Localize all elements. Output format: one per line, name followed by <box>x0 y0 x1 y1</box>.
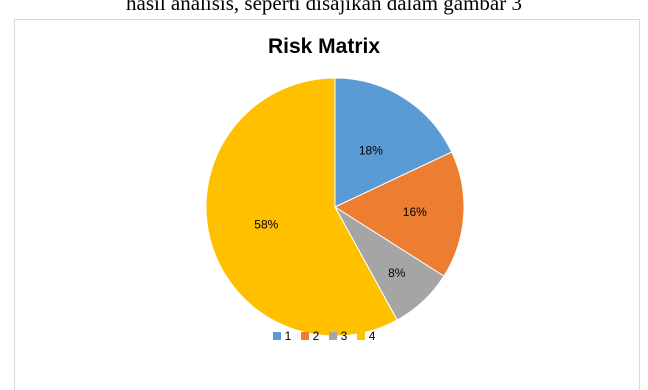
legend-swatch-2 <box>300 332 309 340</box>
legend-item-3: 3 <box>328 329 348 343</box>
legend-item-1: 1 <box>272 329 292 343</box>
chart-title: Risk Matrix <box>267 35 381 58</box>
pie-slice-1 <box>334 77 453 208</box>
pie-slice-2 <box>333 151 465 277</box>
legend-label-1: 1 <box>284 329 292 343</box>
legend-swatch-4 <box>356 332 365 340</box>
legend-item-4: 4 <box>356 329 376 343</box>
legend-swatch-1 <box>272 332 281 340</box>
slice-label-4: 58% <box>254 218 278 232</box>
chart-legend: 1 2 3 4 <box>0 329 648 343</box>
legend-label-2: 2 <box>312 329 320 343</box>
legend-item-2: 2 <box>300 329 320 343</box>
slice-label-2: 16% <box>403 205 427 219</box>
document-text: hasil analisis, seperti disajikan dalam … <box>126 0 522 15</box>
legend-label-3: 3 <box>340 329 348 343</box>
legend-swatch-3 <box>328 332 337 340</box>
slice-label-3: 8% <box>388 266 406 280</box>
slice-label-1: 18% <box>359 143 383 157</box>
legend-label-4: 4 <box>368 329 376 343</box>
